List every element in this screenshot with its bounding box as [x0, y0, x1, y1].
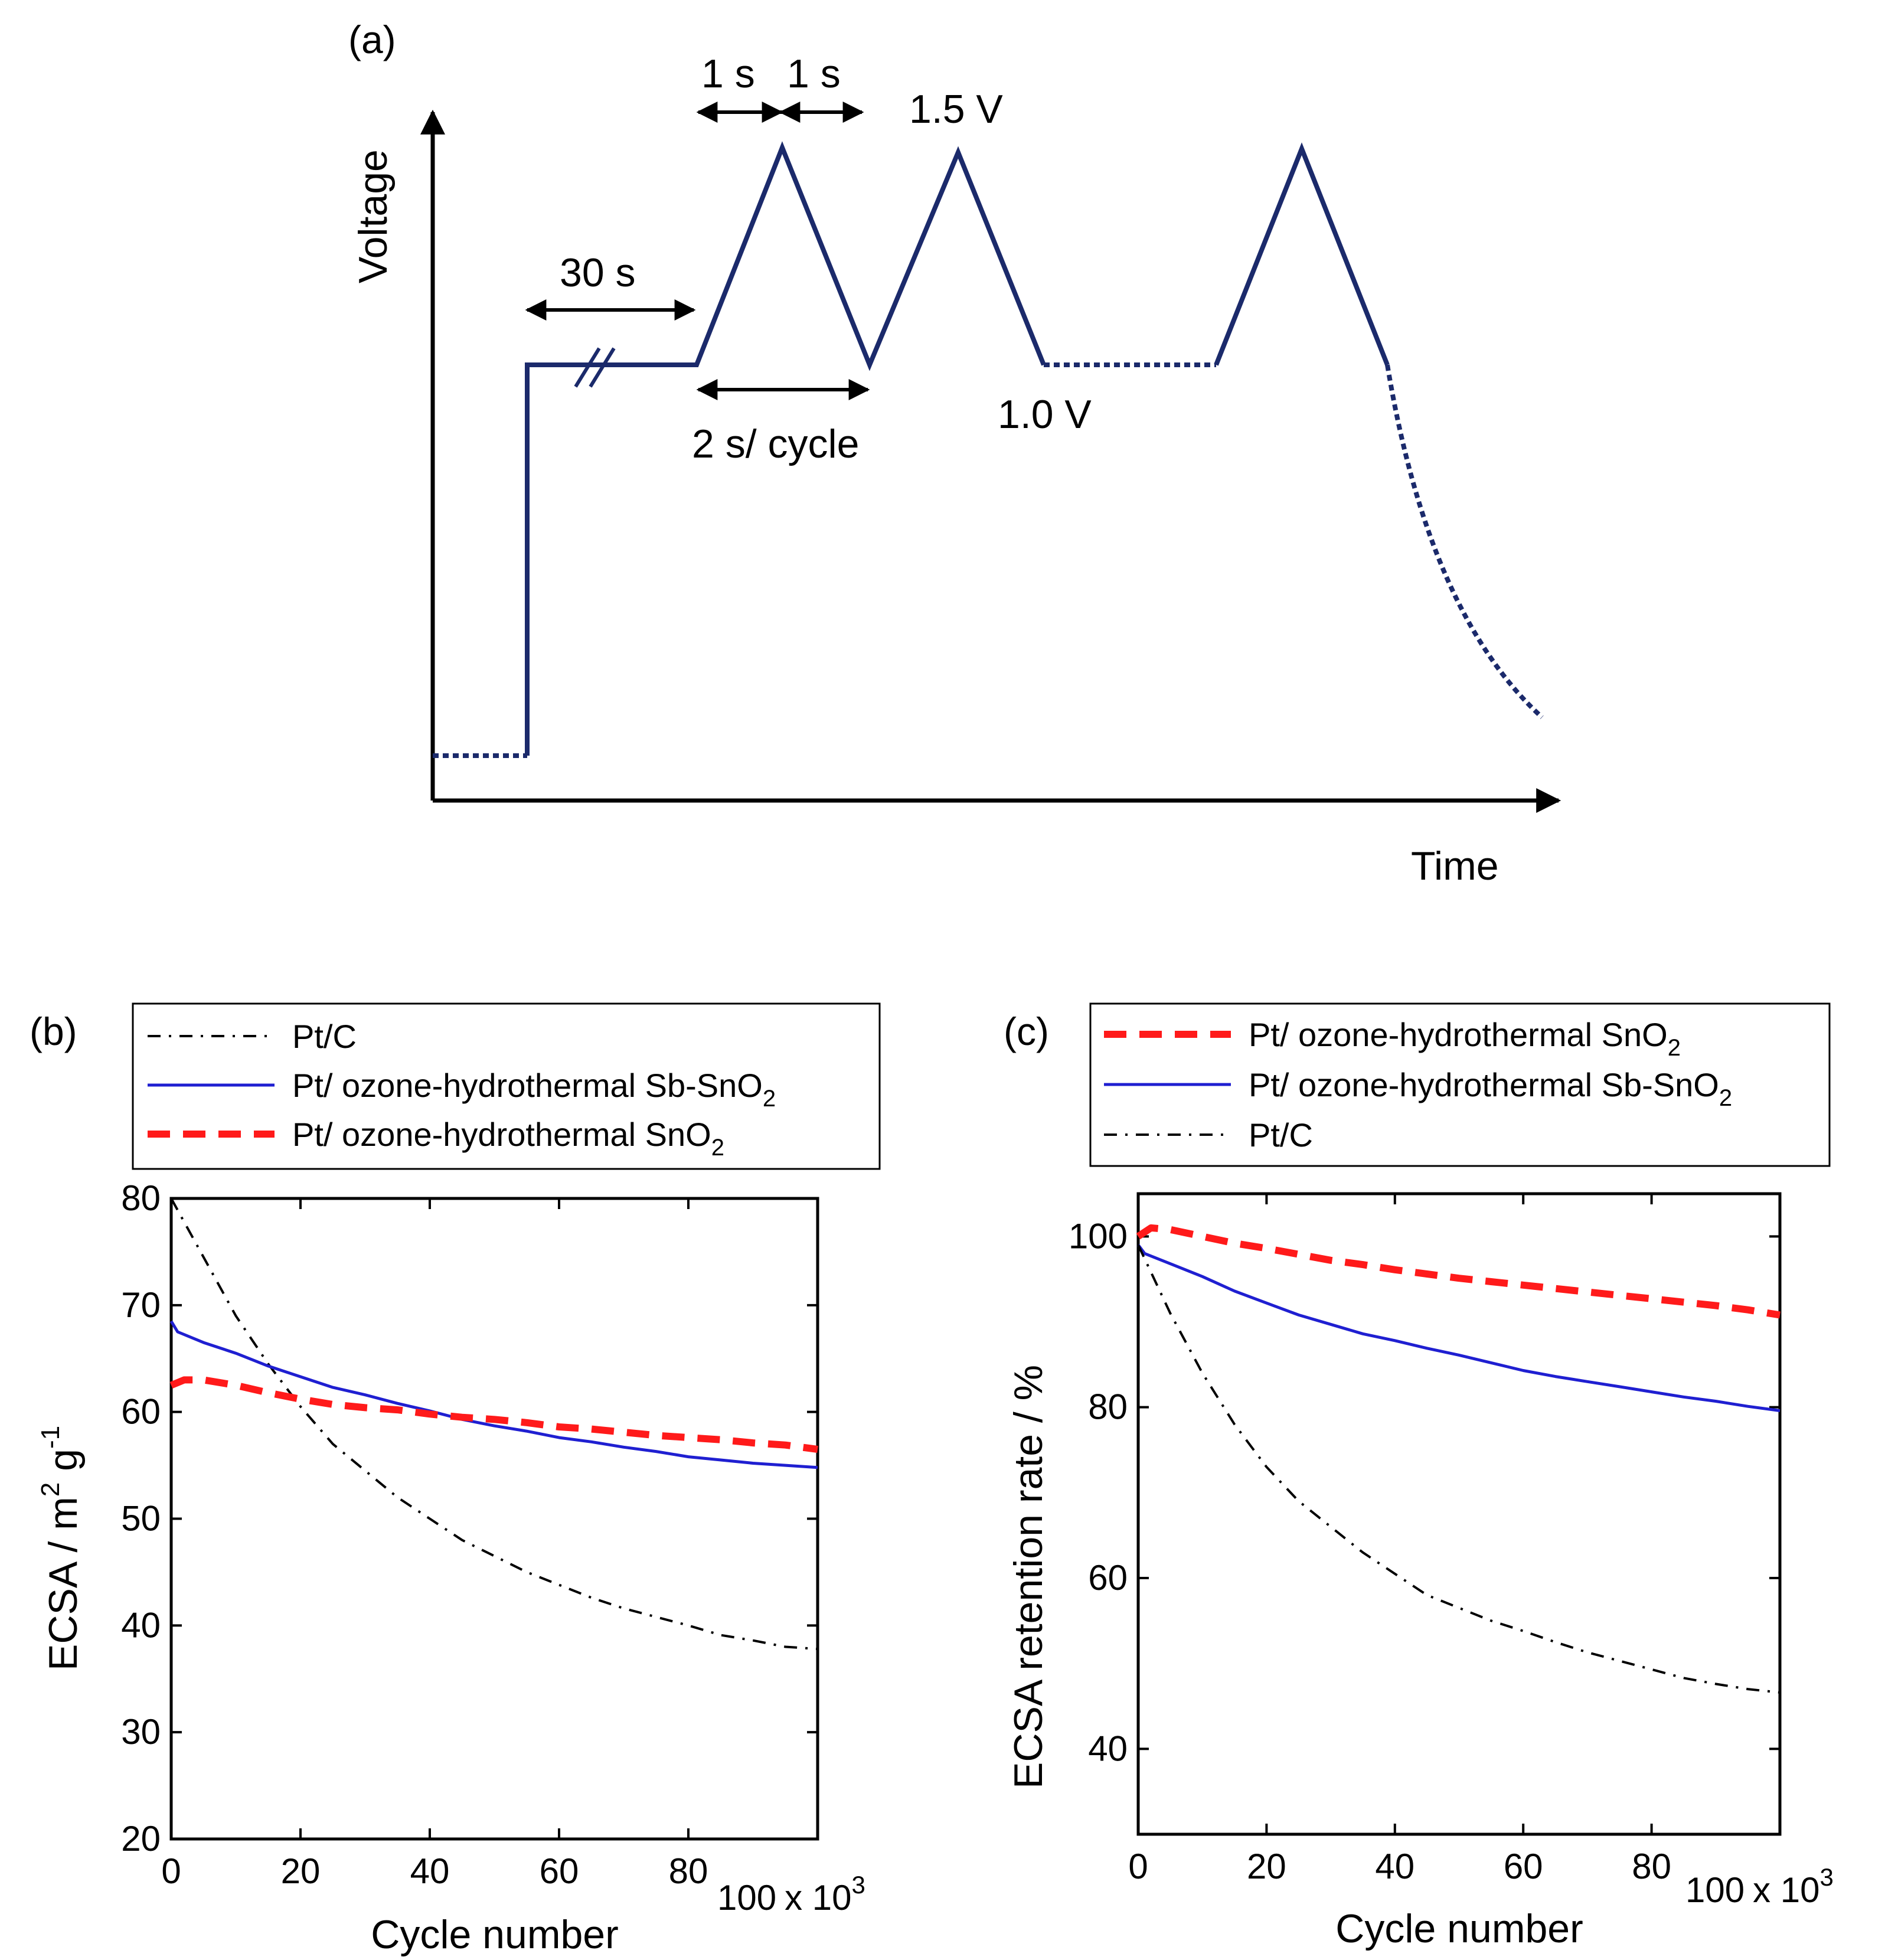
- waveform-dotted-decay: [1385, 364, 1544, 719]
- panel-b-ylabel: ECSA / m2 g-1: [36, 1426, 86, 1671]
- panel-a-ylabel: Voltage: [351, 149, 396, 283]
- panel-c-ytick-label-60: 60: [1088, 1558, 1128, 1598]
- panel-c-legend-entries: Pt/ ozone-hydrothermal SnO2 Pt/ ozone-hyd…: [1104, 1016, 1732, 1154]
- panel-c-xlabel: Cycle number: [1335, 1906, 1583, 1951]
- panel-c-legend-label-0: Pt/ ozone-hydrothermal SnO2: [1249, 1016, 1681, 1061]
- panel-c-series: [1136, 1224, 1781, 1694]
- panel-b-ylabel-sup1: 2: [36, 1482, 65, 1497]
- upper-voltage-label: 1.5 V: [909, 87, 1003, 132]
- panel-b-ytick-label-80: 80: [121, 1178, 161, 1218]
- panel-b-ytick-label-50: 50: [121, 1499, 161, 1538]
- break-mark-2: [589, 347, 616, 388]
- panel-b-series: [169, 1198, 818, 1651]
- panel-c-ytick-label-40: 40: [1088, 1729, 1128, 1768]
- panel-c-legend-label-2: Pt/C: [1249, 1116, 1313, 1154]
- panel-b-legend-label-0: Pt/C: [292, 1018, 357, 1055]
- panel-c-ylabel: ECSA retention rate / %: [1006, 1365, 1051, 1789]
- panel-b-plot-frame: [169, 1197, 819, 1841]
- panel-b-x-multiplier: 100 x 103: [717, 1871, 865, 1917]
- panel-b-legend-label-2: Pt/ ozone-hydrothermal SnO2: [292, 1116, 724, 1161]
- panel-c-ticks: 40 60 80 100 0 20 40 60 80: [1069, 1194, 1781, 1886]
- panel-a-xlabel: Time: [1411, 844, 1499, 888]
- panel-c-ytick-label-100: 100: [1069, 1216, 1128, 1256]
- panel-c-plot-frame: [1136, 1192, 1782, 1836]
- panel-b-ytick-label-60: 60: [121, 1392, 161, 1432]
- panel-b-x-multiplier-text: x 10: [785, 1878, 851, 1917]
- panel-c-xtick-label-0: 0: [1128, 1847, 1148, 1886]
- panel-b-series-0: [170, 1198, 818, 1651]
- panel-c-xtick-label-40: 40: [1375, 1847, 1414, 1886]
- panel-b-ytick-label-70: 70: [121, 1285, 161, 1325]
- panel-b-label: (b): [30, 1010, 77, 1053]
- waveform-solid-1: [525, 141, 1046, 756]
- panel-c-x-multiplier-exp: 3: [1820, 1863, 1834, 1891]
- panel-b-ylabel-sup2: -1: [36, 1426, 65, 1449]
- panel-b-legend-label-1: Pt/ ozone-hydrothermal Sb-SnO2: [292, 1067, 776, 1112]
- panel-c-x-multiplier-text: x 10: [1753, 1870, 1819, 1910]
- panel-b-ytick-label-40: 40: [121, 1605, 161, 1645]
- panel-b-xtick-label-0: 0: [161, 1851, 181, 1891]
- panel-c-xtick-100: 100: [1685, 1870, 1744, 1910]
- panel-b-series-1: [169, 1320, 818, 1469]
- panel-c-x-multiplier: 100 x 103: [1685, 1863, 1834, 1910]
- break-mark-1: [574, 347, 601, 388]
- up-label: 1 s: [701, 51, 755, 96]
- hold-label: 30 s: [560, 250, 636, 295]
- panel-b-x-multiplier-exp: 3: [852, 1871, 865, 1899]
- panel-c-label: (c): [1004, 1010, 1049, 1053]
- panel-b-series-2: [169, 1376, 818, 1453]
- panel-b: (b) Pt/C Pt/ ozone-hydrothermal Sb-SnO2Pt…: [30, 1002, 881, 1957]
- panel-c-xtick-label-80: 80: [1632, 1847, 1671, 1886]
- panel-c-series-2: [1137, 1244, 1781, 1694]
- panel-b-ylabel-unit: g: [41, 1449, 86, 1482]
- waveform: [433, 141, 1544, 758]
- panel-b-xtick-label-60: 60: [540, 1851, 579, 1891]
- panel-b-xtick-label-20: 20: [281, 1851, 321, 1891]
- cycle-label: 2 s/ cycle: [692, 422, 859, 466]
- panel-b-xtick-label-80: 80: [669, 1851, 708, 1891]
- panel-b-ylabel-text: ECSA / m: [41, 1497, 86, 1671]
- panel-c-xtick-label-20: 20: [1247, 1847, 1286, 1886]
- panel-b-xlabel: Cycle number: [371, 1912, 619, 1957]
- down-label: 1 s: [787, 51, 841, 96]
- panel-c-legend-label-1: Pt/ ozone-hydrothermal Sb-SnO2: [1249, 1066, 1732, 1111]
- panel-b-ytick-label-20: 20: [121, 1819, 161, 1858]
- panel-b-legend: [132, 1002, 881, 1170]
- panel-b-xtick-100: 100: [717, 1878, 776, 1917]
- waveform-solid-2: [1214, 142, 1390, 366]
- panel-c-xtick-label-60: 60: [1504, 1847, 1543, 1886]
- lower-voltage-label: 1.0 V: [998, 392, 1092, 437]
- panel-a-label: (a): [348, 18, 396, 61]
- panel-b-xtick-label-40: 40: [410, 1851, 450, 1891]
- panel-b-ytick-label-30: 30: [121, 1712, 161, 1752]
- panel-c-series-0: [1136, 1224, 1781, 1319]
- panel-c-series-1: [1137, 1244, 1781, 1412]
- panel-c-ytick-label-80: 80: [1088, 1387, 1128, 1427]
- panel-a: (a) Voltage Time 30 s 1 s 1 s 2 s/ cycle…: [348, 18, 1561, 888]
